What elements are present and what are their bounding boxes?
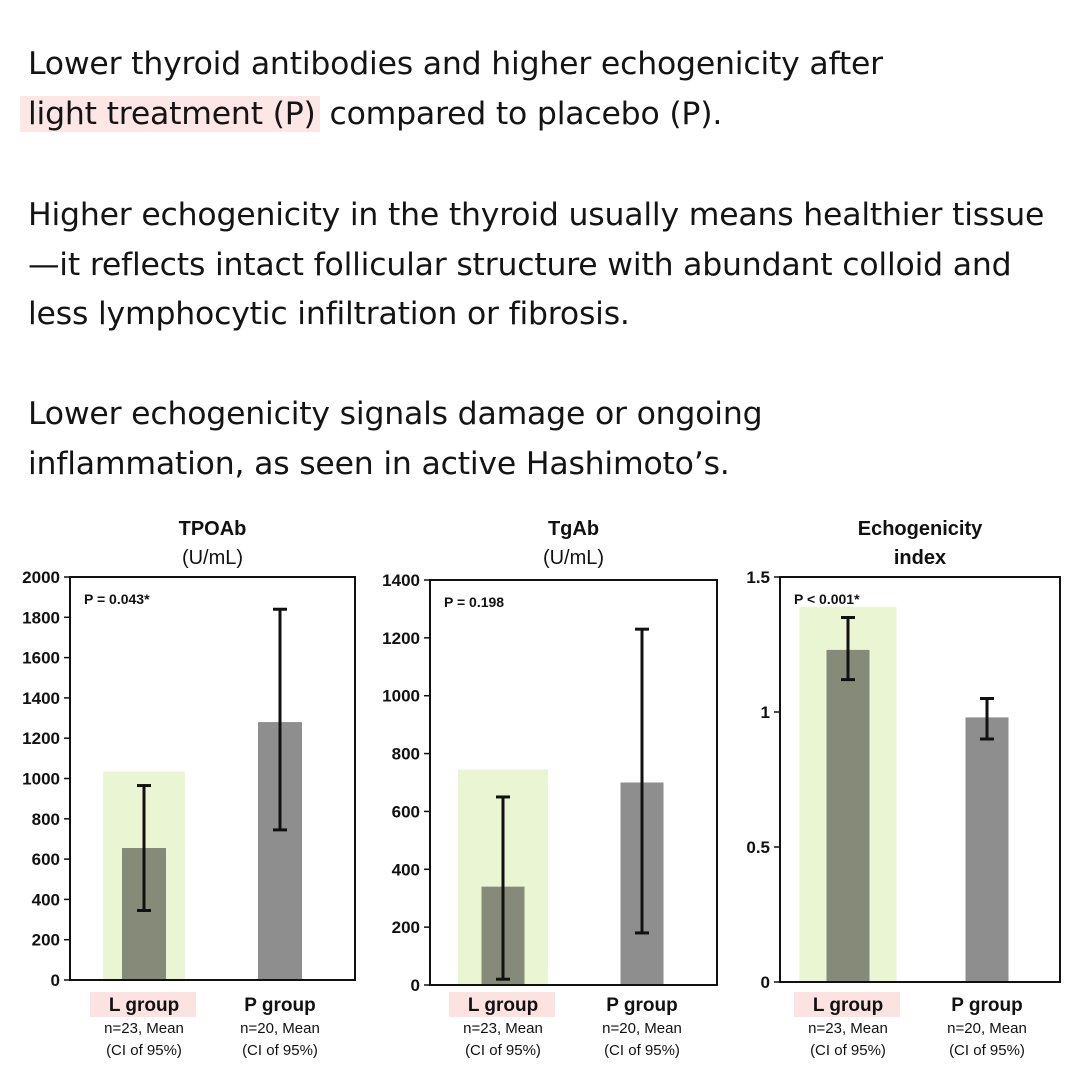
- l-group-label-highlight: [449, 992, 555, 1017]
- category-label: L group: [468, 995, 538, 1016]
- y-tick-label: 1200: [22, 729, 60, 748]
- p-value-label: P = 0.198: [444, 594, 504, 610]
- y-tick-label: 0: [761, 973, 770, 992]
- intro-line-2-rest: compared to placebo (P).: [319, 95, 723, 132]
- p-value-label: P = 0.043*: [84, 591, 150, 607]
- chart-title: TPOAb: [179, 518, 247, 540]
- y-tick-label: 800: [392, 745, 420, 764]
- chart-subtitle: (U/mL): [182, 547, 243, 569]
- category-note: (CI of 95%): [810, 1042, 886, 1059]
- y-tick-label: 1400: [382, 571, 420, 590]
- category-note: n=20, Mean: [240, 1020, 320, 1037]
- category-label: P group: [244, 995, 315, 1016]
- category-note: n=23, Mean: [463, 1020, 543, 1037]
- chart-title: TgAb: [548, 518, 599, 540]
- category-note: n=20, Mean: [947, 1020, 1027, 1037]
- echogenicity-explanation: Higher echogenicity in the thyroid usual…: [28, 197, 1045, 332]
- category-note: n=20, Mean: [602, 1020, 682, 1037]
- y-tick-label: 600: [392, 802, 420, 821]
- highlighted-phrase: light treatment (P): [20, 95, 320, 132]
- y-tick-label: 1000: [382, 687, 420, 706]
- l-group-label-highlight: [794, 992, 900, 1017]
- category-label: P group: [951, 995, 1022, 1016]
- category-note: n=23, Mean: [808, 1020, 888, 1037]
- y-tick-label: 1400: [22, 689, 60, 708]
- y-tick-label: 400: [32, 890, 60, 909]
- category-note: (CI of 95%): [949, 1042, 1025, 1059]
- category-note: (CI of 95%): [604, 1042, 680, 1059]
- y-tick-label: 1600: [22, 649, 60, 668]
- y-tick-label: 1000: [22, 770, 60, 789]
- y-tick-label: 2000: [22, 568, 60, 587]
- p-value-label: P < 0.001*: [794, 591, 860, 607]
- l-group-label-highlight: [90, 992, 196, 1017]
- intro-line-1: Lower thyroid antibodies and higher echo…: [28, 46, 883, 82]
- y-tick-label: 1800: [22, 608, 60, 627]
- category-note: n=23, Mean: [104, 1020, 184, 1037]
- category-note: (CI of 95%): [106, 1042, 182, 1059]
- y-tick-label: 400: [392, 860, 420, 879]
- category-label: L group: [109, 995, 179, 1016]
- chart-title: Echogenicity: [858, 518, 983, 540]
- category-note: (CI of 95%): [242, 1042, 318, 1059]
- plot-frame: [429, 579, 718, 986]
- bar-p-group: [965, 717, 1009, 982]
- bar-l-group: [826, 649, 870, 982]
- chart-subtitle: index: [894, 547, 946, 569]
- intro-paragraph: Lower thyroid antibodies and higher echo…: [20, 40, 883, 139]
- y-tick-label: 0: [411, 976, 420, 995]
- y-tick-label: 800: [32, 810, 60, 829]
- y-tick-label: 0: [51, 971, 60, 990]
- category-label: P group: [606, 995, 677, 1016]
- plot-frame: [779, 576, 1061, 983]
- y-tick-label: 1200: [382, 629, 420, 648]
- low-echogenicity-note: Lower echogenicity signals damage or ong…: [28, 396, 763, 482]
- y-tick-label: 600: [32, 850, 60, 869]
- chart-subtitle: (U/mL): [543, 547, 604, 569]
- y-tick-label: 1: [761, 703, 770, 722]
- y-tick-label: 1.5: [746, 568, 770, 587]
- category-label: L group: [813, 995, 883, 1016]
- y-tick-label: 200: [32, 931, 60, 950]
- y-tick-label: 0.5: [746, 838, 770, 857]
- y-tick-label: 200: [392, 918, 420, 937]
- category-note: (CI of 95%): [465, 1042, 541, 1059]
